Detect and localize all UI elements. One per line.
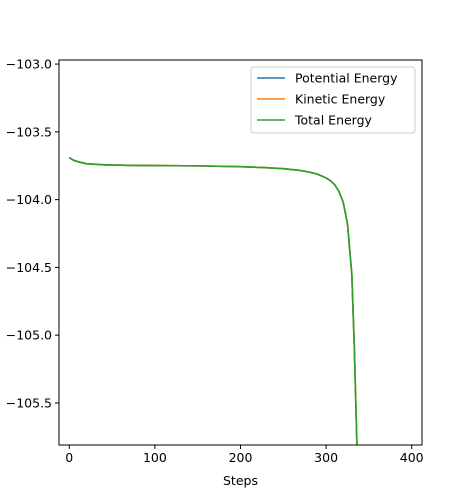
y-axis: −103.0 −103.5 −104.0 −104.5 −105.0 −105.5: [6, 57, 59, 410]
x-tick-label: 300: [314, 450, 338, 465]
y-tick-label: −105.0: [6, 328, 52, 343]
x-tick-label: 100: [143, 450, 167, 465]
y-tick-label: −105.5: [6, 395, 52, 410]
y-tick-label: −104.0: [6, 192, 52, 207]
y-tick-label: −103.5: [6, 124, 52, 139]
legend-frame: [250, 66, 416, 134]
legend: Potential Energy Kinetic Energy Total Ener…: [250, 66, 416, 134]
x-axis-title: Steps: [223, 473, 258, 488]
legend-label: Total Energy: [294, 113, 373, 128]
y-tick-label: −103.0: [6, 57, 52, 72]
legend-label: Kinetic Energy: [295, 92, 386, 107]
legend-label: Potential Energy: [295, 71, 398, 86]
x-tick-label: 200: [229, 450, 253, 465]
series-line-total-energy: [68, 156, 358, 445]
x-tick-label: 0: [65, 450, 73, 465]
x-axis: 0 100 200 300 400: [65, 445, 424, 465]
series-layer: [68, 156, 358, 445]
x-tick-label: 400: [400, 450, 424, 465]
y-tick-label: −104.5: [6, 260, 52, 275]
